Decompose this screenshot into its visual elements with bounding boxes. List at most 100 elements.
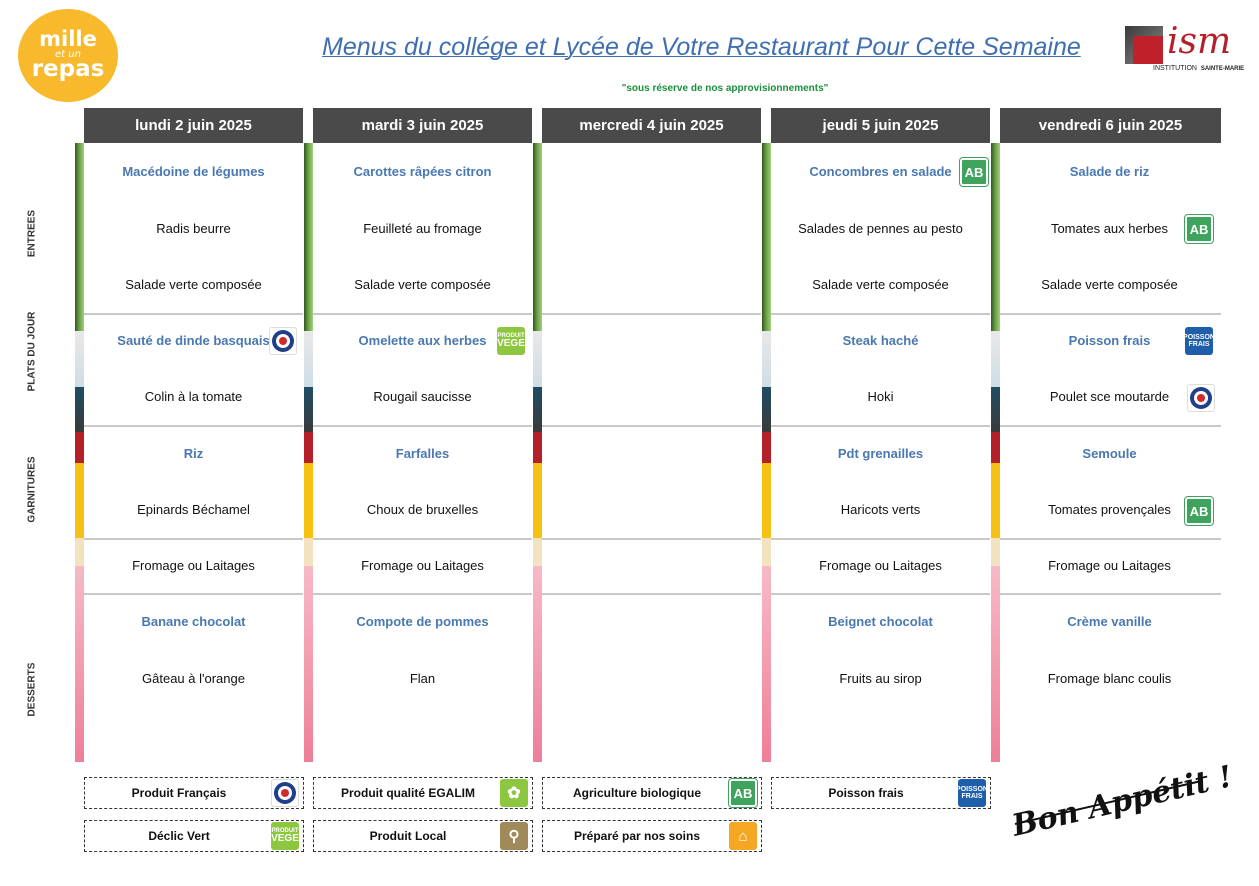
menu-item: Rougail saucisse [373, 389, 472, 404]
day-header: mercredi 4 juin 2025 [542, 108, 761, 143]
row-separator [313, 538, 532, 540]
row-separator [542, 425, 761, 427]
legend-egalim: Produit qualité EGALIM ✿ [313, 777, 533, 809]
menu-item: Salade verte composée [812, 277, 949, 292]
menu-item: Steak haché [842, 333, 919, 348]
menu-item: Epinards Béchamel [137, 502, 250, 517]
legend-label: Déclic Vert [148, 829, 210, 843]
menu-item: Riz [183, 446, 204, 461]
fresh-fish-icon: POISSON FRAIS [956, 779, 988, 807]
ism-logo: ism INSTITUTION SAINTE-MARIE [1125, 24, 1253, 76]
row-separator [771, 313, 990, 315]
color-strip-segment [75, 387, 84, 432]
organic-ab-icon: AB [1184, 496, 1214, 526]
menu-item: Fromage ou Laitages [819, 558, 942, 573]
ism-logo-caption: INSTITUTION SAINTE-MARIE [1153, 65, 1245, 72]
row-separator [84, 425, 303, 427]
organic-ab-icon: AB [959, 157, 989, 187]
mille-et-un-repas-logo: mille et un repas [18, 9, 118, 102]
color-strip-segment [304, 331, 313, 387]
color-strip-segment [75, 432, 84, 463]
legend-label: Produit qualité EGALIM [341, 786, 475, 800]
color-strip-segment [304, 143, 313, 331]
menu-item: Farfalles [395, 446, 450, 461]
menu-item: Salade verte composée [125, 277, 262, 292]
color-strip-segment [304, 432, 313, 463]
color-strip-segment [991, 463, 1000, 538]
vege-icon: PRODUIT VEGE [497, 327, 525, 355]
logo-line1: mille [39, 26, 97, 51]
menu-item: Radis beurre [156, 221, 231, 236]
section-label-plats: PLATS DU JOUR [26, 311, 38, 392]
menu-item: Semoule [1082, 446, 1137, 461]
menu-item: Concombres en salade [809, 164, 952, 179]
row-separator [1000, 425, 1221, 427]
color-strip-segment [762, 387, 771, 432]
ism-logo-mark-red [1133, 36, 1163, 64]
row-separator [84, 313, 303, 315]
color-strip-segment [762, 463, 771, 538]
menu-item: Haricots verts [840, 502, 921, 517]
legend-label: Agriculture biologique [573, 786, 701, 800]
color-strip-segment [533, 566, 542, 762]
color-strip-segment [533, 331, 542, 387]
menu-item: Fromage ou Laitages [1048, 558, 1171, 573]
menu-item: Salade verte composée [1041, 277, 1178, 292]
menu-item: Omelette aux herbes [358, 333, 487, 348]
organic-ab-icon: AB [728, 778, 758, 808]
legend-label: Préparé par nos soins [573, 829, 701, 843]
menu-item: Fruits au sirop [839, 671, 922, 686]
color-strip-segment [533, 463, 542, 538]
french-product-icon [1187, 384, 1215, 412]
color-strip-segment [991, 432, 1000, 463]
color-strip-segment [75, 143, 84, 331]
menu-item: Tomates provençales [1048, 502, 1171, 517]
color-strip-segment [75, 331, 84, 387]
bon-appetit-signature: Bon Appétit ! [1008, 759, 1236, 844]
section-label-garnitures: GARNITURES [26, 456, 38, 523]
menu-item: Salade de riz [1069, 164, 1150, 179]
menu-item: Feuilleté au fromage [363, 221, 482, 236]
color-strip-segment [75, 463, 84, 538]
row-separator [542, 538, 761, 540]
egalim-icon: ✿ [500, 779, 528, 807]
logo-line2: et un [55, 48, 81, 60]
menu-item: Poisson frais [1068, 333, 1151, 348]
color-strip-segment [991, 566, 1000, 762]
page-subtitle: "sous réserve de nos approvisionnements" [621, 83, 829, 94]
french-product-icon [271, 779, 299, 807]
legend-organic: Agriculture biologique AB [542, 777, 762, 809]
menu-item: Tomates aux herbes [1050, 221, 1169, 236]
legend-vege: Déclic Vert PRODUIT VEGE [84, 820, 304, 852]
legend-fresh-fish: Poisson frais POISSON FRAIS [771, 777, 991, 809]
menu-item: Fromage ou Laitages [132, 558, 255, 573]
homemade-icon: ⌂ [729, 822, 757, 850]
row-separator [1000, 313, 1221, 315]
color-strip-segment [304, 566, 313, 762]
color-strip-segment [762, 566, 771, 762]
section-label-desserts: DESSERTS [26, 662, 38, 717]
french-product-icon [269, 327, 297, 355]
menu-item: Carottes râpées citron [353, 164, 492, 179]
local-pin-icon: ⚲ [500, 822, 528, 850]
menu-item: Macédoine de légumes [122, 164, 265, 179]
fresh-fish-icon: POISSON FRAIS [1183, 327, 1215, 355]
color-strip-segment [304, 538, 313, 566]
section-label-entrees: ENTREES [26, 209, 38, 258]
menu-item: Crème vanille [1067, 614, 1152, 629]
color-strip-segment [762, 538, 771, 566]
menu-item: Fromage blanc coulis [1047, 671, 1172, 686]
menu-item: Colin à la tomate [144, 389, 243, 404]
row-separator [1000, 593, 1221, 595]
legend-french: Produit Français [84, 777, 304, 809]
menu-item: Sauté de dinde basquais [117, 333, 270, 348]
color-strip-segment [991, 331, 1000, 387]
row-separator [771, 593, 990, 595]
menu-item: Fromage ou Laitages [361, 558, 484, 573]
color-strip-segment [533, 143, 542, 331]
vege-icon: PRODUIT VEGE [271, 822, 299, 850]
color-strip-segment [762, 143, 771, 331]
day-header: mardi 3 juin 2025 [313, 108, 532, 143]
legend-homemade: Préparé par nos soins ⌂ [542, 820, 762, 852]
page-title: Menus du collége et Lycée de Votre Resta… [322, 33, 1081, 61]
